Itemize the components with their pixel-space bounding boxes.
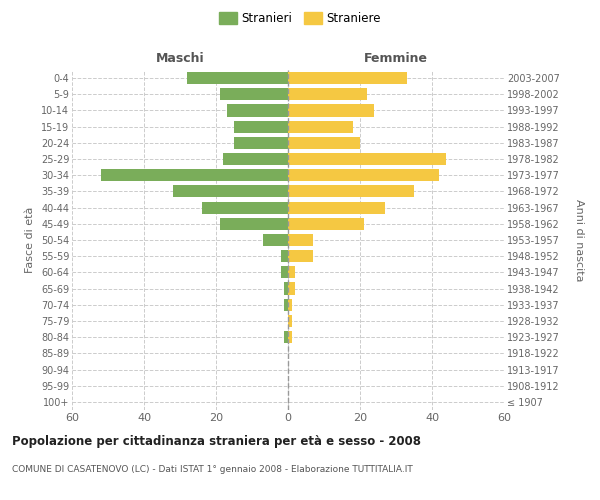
- Bar: [288, 234, 313, 246]
- Bar: [288, 331, 292, 343]
- Text: Femmine: Femmine: [364, 52, 428, 65]
- Bar: [187, 72, 288, 84]
- Bar: [288, 250, 313, 262]
- Text: Popolazione per cittadinanza straniera per età e sesso - 2008: Popolazione per cittadinanza straniera p…: [12, 435, 421, 448]
- Bar: [288, 137, 360, 149]
- Bar: [288, 169, 439, 181]
- Legend: Stranieri, Straniere: Stranieri, Straniere: [215, 8, 385, 28]
- Bar: [220, 218, 288, 230]
- Text: COMUNE DI CASATENOVO (LC) - Dati ISTAT 1° gennaio 2008 - Elaborazione TUTTITALIA: COMUNE DI CASATENOVO (LC) - Dati ISTAT 1…: [12, 465, 413, 474]
- Bar: [284, 331, 288, 343]
- Bar: [223, 153, 288, 165]
- Bar: [288, 315, 292, 327]
- Bar: [234, 137, 288, 149]
- Bar: [288, 186, 414, 198]
- Bar: [288, 72, 407, 84]
- Bar: [288, 104, 374, 117]
- Bar: [220, 88, 288, 101]
- Bar: [288, 88, 367, 101]
- Bar: [202, 202, 288, 213]
- Bar: [263, 234, 288, 246]
- Bar: [281, 250, 288, 262]
- Y-axis label: Fasce di età: Fasce di età: [25, 207, 35, 273]
- Bar: [288, 120, 353, 132]
- Bar: [288, 266, 295, 278]
- Bar: [288, 298, 292, 311]
- Bar: [173, 186, 288, 198]
- Bar: [288, 218, 364, 230]
- Bar: [284, 298, 288, 311]
- Bar: [284, 282, 288, 294]
- Bar: [101, 169, 288, 181]
- Bar: [234, 120, 288, 132]
- Bar: [288, 282, 295, 294]
- Bar: [227, 104, 288, 117]
- Text: Maschi: Maschi: [155, 52, 205, 65]
- Bar: [288, 153, 446, 165]
- Bar: [281, 266, 288, 278]
- Y-axis label: Anni di nascita: Anni di nascita: [574, 198, 584, 281]
- Bar: [288, 202, 385, 213]
